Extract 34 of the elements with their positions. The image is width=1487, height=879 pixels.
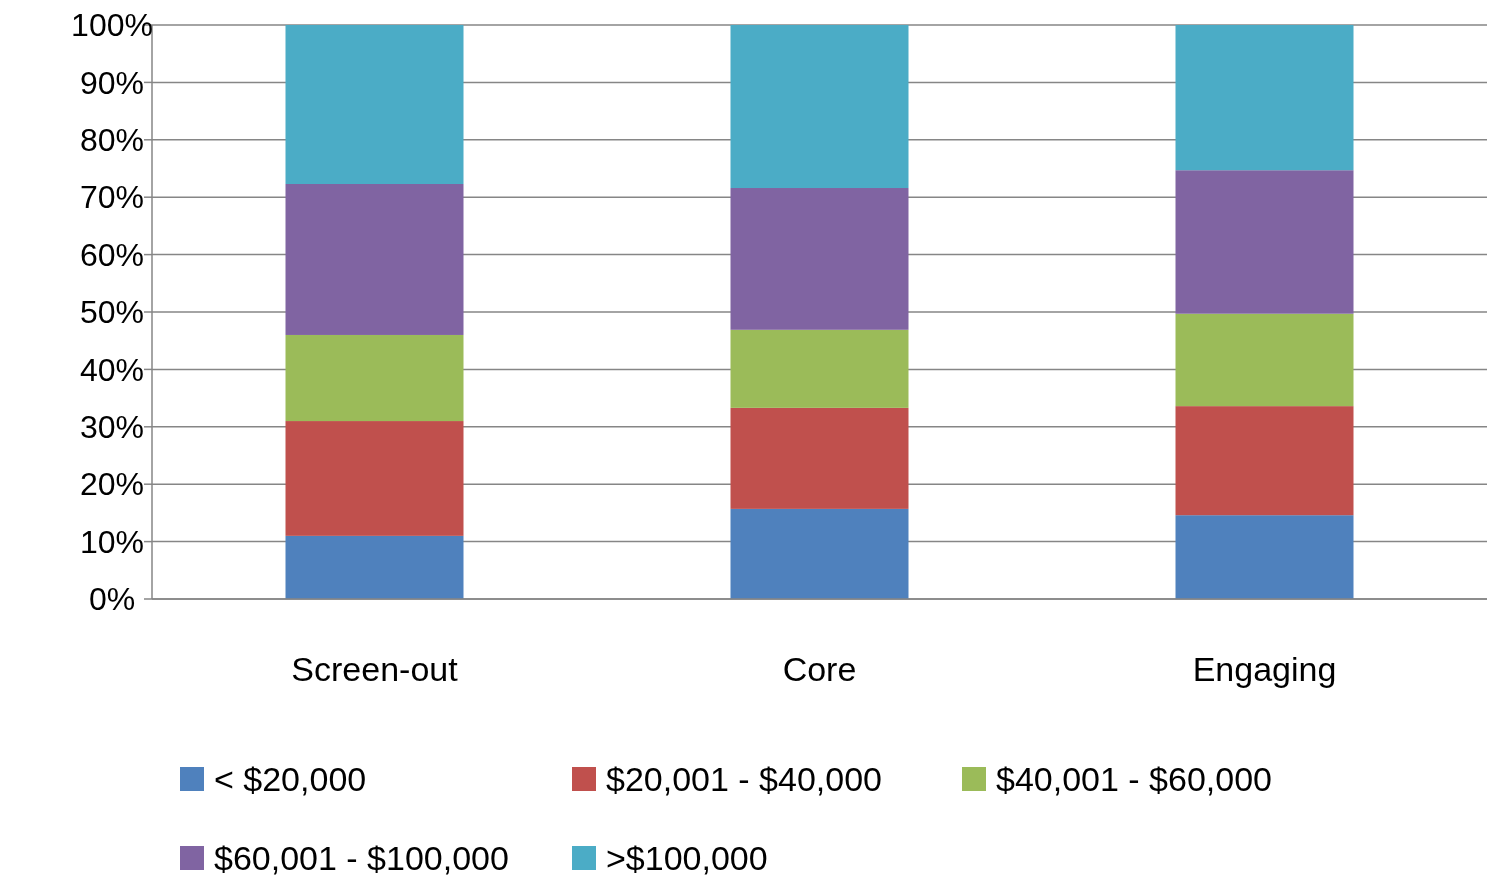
bar	[285, 421, 464, 536]
y-tick-label: 10%	[79, 523, 145, 560]
bar	[730, 329, 909, 408]
bar	[730, 188, 909, 330]
bar	[285, 334, 464, 422]
bar	[730, 407, 909, 509]
x-tick-label: Screen-out	[291, 649, 459, 688]
bar	[1175, 515, 1354, 599]
bar	[730, 508, 909, 599]
x-tick-label: Engaging	[1192, 649, 1337, 688]
y-tick-label: 40%	[79, 351, 145, 388]
bar	[285, 535, 464, 599]
bar	[1175, 25, 1354, 171]
y-tick-label: 0%	[88, 581, 136, 618]
y-tick-label: 60%	[79, 236, 145, 273]
y-tick-label: 30%	[79, 409, 145, 445]
y-tick-label: 20%	[79, 466, 145, 503]
y-tick-label: 80%	[79, 122, 145, 158]
legend-label: $20,001 - $40,000	[606, 759, 883, 798]
legend-label: $60,001 - $100,000	[214, 838, 509, 877]
bar	[1175, 406, 1354, 516]
y-tick-label: 50%	[79, 294, 145, 331]
y-tick-label: 90%	[79, 64, 145, 101]
bar	[1175, 313, 1354, 407]
bar	[730, 25, 909, 189]
legend-label: $40,001 - $60,000	[996, 759, 1273, 798]
x-tick-label: Core	[782, 649, 857, 688]
y-tick-label: 70%	[79, 179, 145, 216]
bar	[285, 25, 464, 184]
bar	[285, 184, 464, 335]
legend-label: < $20,000	[214, 759, 367, 798]
legend-label: >$100,000	[606, 838, 768, 877]
bar	[1175, 170, 1354, 314]
y-tick-label: 100%	[71, 7, 153, 44]
